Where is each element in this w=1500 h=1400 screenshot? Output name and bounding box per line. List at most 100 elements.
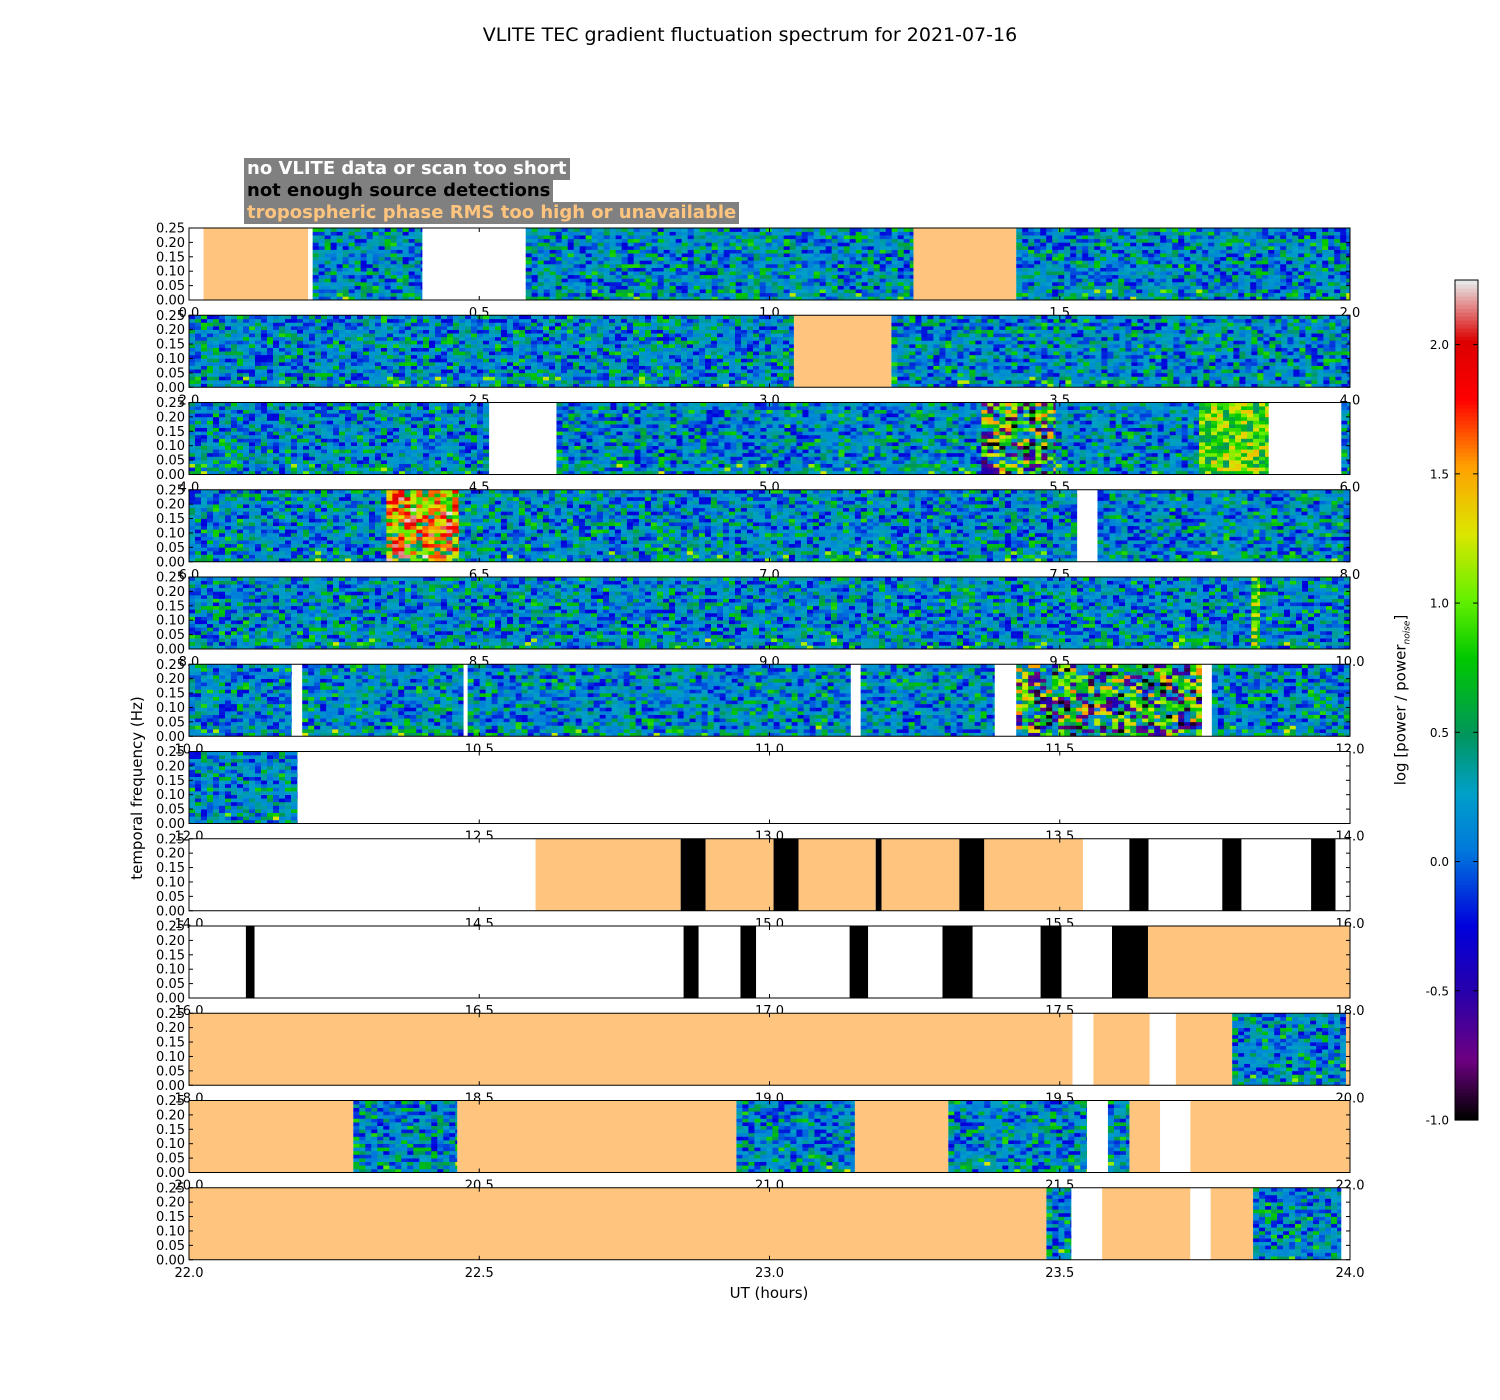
panel-3-ytick-label-4: 0.20 xyxy=(156,498,185,513)
panel-7-segment-6-nodetect xyxy=(875,838,882,911)
colorbar-tick-label-6: 2.0 xyxy=(1430,338,1449,352)
panel-1-ytick-label-5: 0.25 xyxy=(156,309,185,324)
panel-0-segment-0-nodata xyxy=(189,228,204,300)
panel-11-xtick-label-3: 23.5 xyxy=(1045,1266,1074,1281)
panel-10-segment-9-nodata xyxy=(1160,1100,1191,1173)
panel-5-segment-9-nodata xyxy=(1201,664,1212,737)
panel-4-spectrum-0 xyxy=(189,577,1252,650)
colorbar-tick-label-3: 0.5 xyxy=(1430,726,1449,740)
panel-9-segment-1-nodata xyxy=(1072,1013,1094,1086)
panel-8-ytick-label-5: 0.25 xyxy=(156,920,185,935)
colorbar-label-text: log [power / power xyxy=(1392,644,1410,785)
panel-7-ytick-label-1: 0.05 xyxy=(156,890,185,905)
panel-8-ytick-label-0: 0.00 xyxy=(156,992,185,1007)
panel-0-segment-1-tropo xyxy=(203,228,309,300)
legend-no-detections: not enough source detections xyxy=(244,180,554,202)
panel-9-segment-4-tropo xyxy=(1175,1013,1233,1086)
panel-1-ytick-label-0: 0.00 xyxy=(156,381,185,396)
panel-2-ytick-label-2: 0.10 xyxy=(156,439,185,454)
x-axis-label: UT (hours) xyxy=(730,1284,809,1302)
panel-0-spectrum-3 xyxy=(312,228,423,301)
panel-10-segment-10-tropo xyxy=(1190,1100,1350,1173)
panel-2-spectrum-4 xyxy=(1055,402,1200,475)
panel-5-spectrum-2 xyxy=(302,664,464,737)
panel-10-segment-8-tropo xyxy=(1129,1100,1161,1173)
panel-8-segment-12-nodata xyxy=(1061,926,1112,998)
panel-4-ytick-label-1: 0.05 xyxy=(156,628,185,643)
panel-9-segment-3-nodata xyxy=(1149,1013,1176,1086)
panel-2-ytick-label-4: 0.20 xyxy=(156,410,185,425)
panel-9-ytick-label-3: 0.15 xyxy=(156,1036,185,1051)
panel-0-spectrum-7 xyxy=(1016,228,1351,301)
panel-7-segment-13-nodetect xyxy=(1222,838,1242,911)
panel-5-ytick-label-5: 0.25 xyxy=(156,658,185,673)
panel-5-segment-3-nodata xyxy=(463,664,468,737)
colorbar-tick-label-4: 1.0 xyxy=(1430,597,1449,611)
panel-8-ytick-label-1: 0.05 xyxy=(156,977,185,992)
panel-8-ytick-label-3: 0.15 xyxy=(156,948,185,963)
panel-5-ytick-label-4: 0.20 xyxy=(156,672,185,687)
panel-7-ytick-label-5: 0.25 xyxy=(156,832,185,847)
panel-11-segment-3-tropo xyxy=(1102,1187,1191,1260)
panel-7-segment-11-nodetect xyxy=(1129,838,1149,911)
panel-1-spectrum-2 xyxy=(891,315,1351,388)
panel-3-spectrum-2 xyxy=(458,489,1078,563)
panel-2-ytick-label-0: 0.00 xyxy=(156,468,185,483)
panel-0-ytick-label-0: 0.00 xyxy=(156,294,185,309)
panel-3-segment-3-nodata xyxy=(1077,489,1098,562)
panel-5-segment-7-nodata xyxy=(994,664,1017,737)
panel-10-spectrum-1 xyxy=(353,1100,458,1173)
panel-7-segment-14-nodata xyxy=(1241,838,1312,911)
colorbar-tick-label-0: -1.0 xyxy=(1426,1114,1449,1128)
panel-3-ytick-label-2: 0.10 xyxy=(156,526,185,541)
panel-3-spectrum-0 xyxy=(189,489,387,563)
panel-5-spectrum-4 xyxy=(467,664,852,737)
panel-9-ytick-label-5: 0.25 xyxy=(156,1007,185,1022)
panel-8-segment-8-nodata xyxy=(868,926,943,998)
panel-5-spectrum-6 xyxy=(860,664,996,737)
panel-5-segment-5-nodata xyxy=(850,664,861,737)
panel-10-ytick-label-3: 0.15 xyxy=(156,1123,185,1138)
panel-5-ytick-label-3: 0.15 xyxy=(156,687,185,702)
panel-6-ytick-label-3: 0.15 xyxy=(156,774,185,789)
panel-8-segment-13-nodetect xyxy=(1111,926,1148,998)
panel-2-spectrum-2 xyxy=(556,402,982,475)
panel-4-ytick-label-3: 0.15 xyxy=(156,599,185,614)
panel-2-ytick-label-1: 0.05 xyxy=(156,454,185,469)
panel-7-segment-4-nodetect xyxy=(773,838,799,911)
panel-4-ytick-label-4: 0.20 xyxy=(156,585,185,600)
panel-8-segment-5-nodetect xyxy=(740,926,757,998)
panel-4-ytick-label-2: 0.10 xyxy=(156,614,185,629)
panel-10-ytick-label-4: 0.20 xyxy=(156,1108,185,1123)
panel-10-ytick-label-0: 0.00 xyxy=(156,1166,185,1181)
panel-7-ytick-label-3: 0.15 xyxy=(156,861,185,876)
panel-2-spectrum-5 xyxy=(1199,402,1270,475)
legend-tropo-rms: tropospheric phase RMS too high or unava… xyxy=(244,202,740,224)
panel-8-segment-2-nodata xyxy=(254,926,684,998)
panel-5-ytick-label-0: 0.00 xyxy=(156,730,185,745)
panel-11-ytick-label-4: 0.20 xyxy=(156,1196,185,1211)
panel-7-segment-3-tropo xyxy=(705,838,774,911)
panel-5-spectrum-10 xyxy=(1211,664,1351,737)
panel-0-segment-6-tropo xyxy=(913,228,1017,300)
panel-9-segment-0-tropo xyxy=(189,1013,1073,1086)
panel-11-segment-4-nodata xyxy=(1190,1187,1211,1260)
panel-6-ytick-label-0: 0.00 xyxy=(156,817,185,832)
panel-10-ytick-label-5: 0.25 xyxy=(156,1094,185,1109)
panel-3-ytick-label-0: 0.00 xyxy=(156,555,185,570)
panel-7-segment-2-nodetect xyxy=(680,838,706,911)
panel-4-ytick-label-0: 0.00 xyxy=(156,643,185,658)
panel-11-segment-0-tropo xyxy=(189,1187,1047,1260)
colorbar-gradient xyxy=(1455,280,1478,1121)
panel-9-spectrum-5 xyxy=(1232,1013,1347,1086)
panel-1-spectrum-0 xyxy=(189,315,795,388)
panel-7-ytick-label-4: 0.20 xyxy=(156,847,185,862)
panel-2-spectrum-7 xyxy=(1341,402,1351,475)
panel-7-segment-12-nodata xyxy=(1148,838,1223,911)
colorbar-label: log [power / powernoise] xyxy=(1392,615,1413,786)
panel-11-spectrum-1 xyxy=(1046,1187,1072,1261)
colorbar-label-sub: noise xyxy=(1403,621,1413,645)
panel-8-segment-3-nodetect xyxy=(683,926,699,998)
panel-11-xtick-label-1: 22.5 xyxy=(465,1266,494,1281)
